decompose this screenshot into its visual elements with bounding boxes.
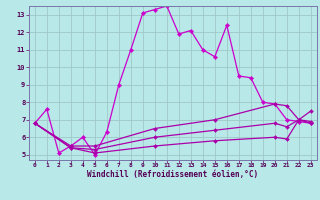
X-axis label: Windchill (Refroidissement éolien,°C): Windchill (Refroidissement éolien,°C): [87, 170, 258, 179]
